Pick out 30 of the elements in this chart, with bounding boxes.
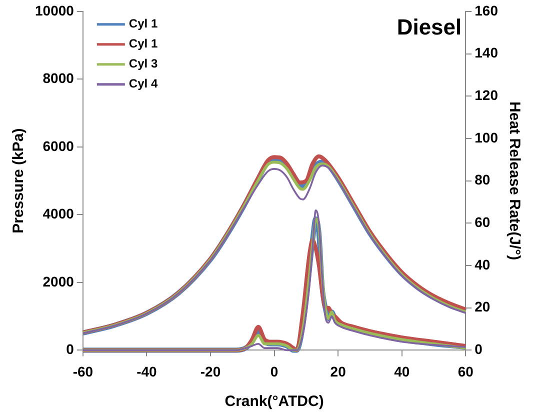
x-tick-label: -60: [72, 363, 94, 380]
y-tick-label: 10000: [34, 2, 74, 18]
x-tick-label: -40: [136, 363, 158, 380]
y-tick-label: 6000: [42, 138, 74, 154]
y2-tick-label: 80: [474, 172, 490, 188]
x-tick-label: 0: [270, 363, 278, 380]
x-tick-label: -20: [200, 363, 221, 380]
chart-title: Diesel: [396, 14, 462, 40]
legend-label: Cyl 4: [128, 76, 158, 91]
y-tick-label: 2000: [42, 273, 74, 290]
y-tick-label: 0: [66, 341, 74, 358]
x-axis-title: Crank(°ATDC): [224, 393, 324, 410]
legend-label: Cyl 1: [128, 16, 158, 31]
y2-tick-label: 60: [474, 214, 490, 230]
x-tick-label: 60: [458, 363, 474, 380]
x-tick-label: 40: [394, 363, 410, 380]
y2-tick-label: 120: [474, 86, 498, 103]
y-axis-title: Pressure (kPa): [10, 128, 28, 234]
y-tick-label: 4000: [42, 206, 74, 222]
y2-axis-title: Heat Release Rate(J/°): [506, 102, 523, 260]
y2-tick-label: 100: [474, 129, 498, 146]
y2-tick-label: 140: [474, 44, 498, 61]
legend-label: Cyl 1: [128, 36, 158, 51]
legend-label: Cyl 3: [128, 56, 158, 71]
y2-tick-label: 20: [474, 298, 490, 315]
y-tick-label: 8000: [42, 70, 74, 86]
y2-tick-label: 40: [474, 256, 490, 272]
x-tick-label: 20: [330, 363, 346, 380]
y2-tick-label: 160: [474, 2, 498, 18]
y2-tick-label: 0: [474, 341, 483, 358]
